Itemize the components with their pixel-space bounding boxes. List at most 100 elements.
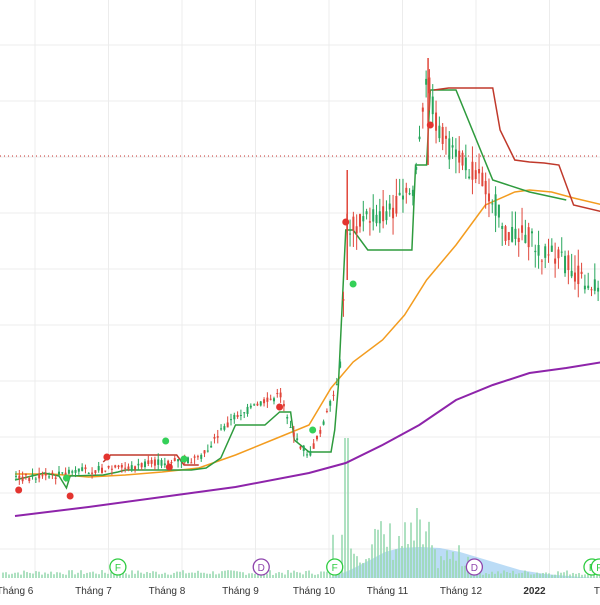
volume-bar	[254, 573, 256, 578]
volume-bar	[14, 572, 16, 578]
ma-fast-line	[15, 189, 600, 478]
candle-body	[587, 285, 590, 289]
volume-bar	[230, 570, 232, 578]
volume-bar	[284, 574, 286, 578]
signal-dot-red	[342, 218, 350, 226]
volume-bar	[161, 573, 163, 578]
candle-body	[134, 466, 137, 470]
volume-bar	[425, 531, 427, 578]
candle-body	[425, 78, 428, 85]
candle-body	[421, 107, 424, 112]
volume-bar	[482, 574, 484, 578]
signal-dot-green	[162, 437, 170, 445]
candle-body	[355, 226, 358, 234]
candle-body	[196, 456, 199, 458]
candle-body	[309, 450, 312, 456]
candle-body	[193, 456, 196, 458]
volume-bar	[155, 571, 157, 578]
volume-bar	[473, 574, 475, 578]
candle-body	[339, 361, 342, 368]
event-marker-label: D	[471, 563, 478, 574]
volume-bar	[80, 570, 82, 578]
candle-body	[153, 459, 156, 466]
candle-body	[504, 226, 507, 241]
candle-body	[84, 467, 87, 470]
candle-body	[233, 414, 236, 420]
candle-body	[114, 465, 117, 468]
candle-body	[223, 426, 226, 430]
volume-bar	[380, 521, 382, 578]
volume-bar	[347, 438, 349, 578]
volume-bar	[407, 544, 409, 578]
candle-body	[550, 245, 553, 252]
candle-body	[299, 446, 302, 449]
volume-bar	[224, 570, 226, 578]
volume-bar	[515, 574, 517, 578]
event-marker	[590, 558, 600, 576]
candle-body	[150, 460, 153, 464]
signal-dot-red	[426, 121, 434, 129]
volume-bar	[323, 571, 325, 578]
candle-body	[484, 180, 487, 195]
candle-body	[392, 207, 395, 219]
signal-dot-red	[103, 453, 111, 461]
candle-body	[302, 445, 305, 452]
candle-body	[173, 458, 176, 461]
x-tick-label: Tháng 7	[75, 586, 112, 597]
candle-body	[289, 427, 292, 429]
volume-bar	[200, 572, 202, 578]
volume-bar	[428, 521, 430, 578]
candle-body	[451, 145, 454, 148]
volume-bar	[203, 572, 205, 578]
candle-body	[229, 419, 232, 421]
volume-bar	[158, 574, 160, 578]
volume-bar	[182, 570, 184, 578]
candle-body	[41, 475, 44, 477]
candle-body	[448, 138, 451, 160]
signal-dot-green	[62, 474, 70, 482]
candle-body	[15, 475, 17, 477]
candle-body	[474, 170, 477, 180]
candle-body	[497, 204, 500, 218]
event-marker-label: F	[332, 563, 338, 574]
candle-body	[527, 227, 530, 248]
volume-profile-area	[330, 547, 600, 578]
candle-body	[375, 214, 378, 224]
volume-bar	[179, 571, 181, 578]
volume-bar	[470, 573, 472, 578]
candle-body	[272, 398, 275, 402]
volume-bar	[272, 574, 274, 578]
candle-body	[54, 477, 57, 479]
volume-bar	[401, 546, 403, 578]
candle-body	[501, 225, 504, 229]
volume-bar	[164, 572, 166, 578]
candle-body	[61, 472, 64, 474]
volume-bar	[296, 572, 298, 578]
volume-bar	[281, 572, 283, 578]
candle-body	[408, 193, 411, 195]
volume-bar	[290, 572, 292, 578]
signal-dot-green	[309, 426, 317, 434]
candle-body	[206, 450, 209, 452]
volume-bar	[551, 574, 553, 578]
candle-body	[213, 437, 216, 439]
volume-bar	[2, 572, 4, 578]
volume-bar	[395, 549, 397, 578]
volume-bar	[56, 572, 58, 578]
candle-body	[110, 468, 113, 470]
candle-body	[160, 460, 163, 466]
volume-bar	[59, 572, 61, 578]
x-tick-label: Tháng 12	[440, 586, 483, 597]
volume-bar	[500, 573, 502, 578]
candle-body	[441, 126, 444, 144]
candle-body	[494, 194, 497, 216]
candle-body	[170, 462, 173, 464]
volume-bar	[368, 558, 370, 578]
volume-bar	[269, 570, 271, 578]
candle-body	[458, 150, 461, 163]
volume-bar	[176, 571, 178, 578]
candle-body	[590, 289, 593, 291]
candle-body	[491, 203, 494, 205]
volume-bar	[554, 574, 556, 578]
